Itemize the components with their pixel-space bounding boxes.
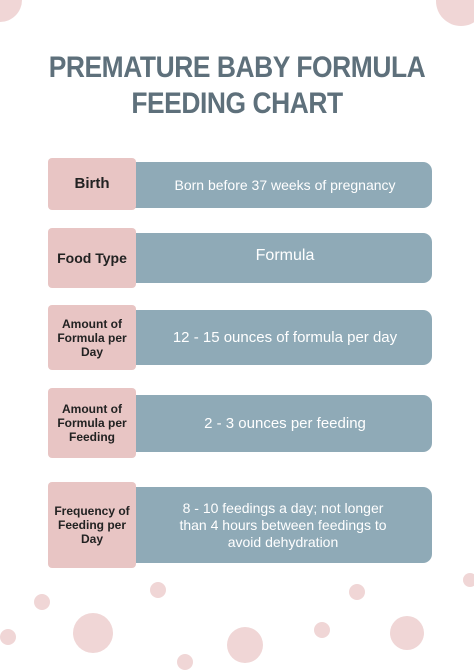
row-label: Amount of Formula per Feeding — [48, 388, 136, 458]
value-bar: 2 - 3 ounces per feeding — [130, 395, 432, 452]
decor-circle — [0, 629, 16, 645]
row-label: Amount of Formula per Day — [48, 305, 136, 370]
decor-circle — [390, 616, 424, 650]
row: Formula Food Type — [48, 228, 432, 288]
row: 8 - 10 feedings a day; not longer than 4… — [48, 482, 432, 568]
value-bar: Born before 37 weeks of pregnancy — [130, 162, 432, 208]
row-label: Birth — [48, 158, 136, 210]
title: PREMATURE BABY FORMULA FEEDING CHART — [0, 50, 474, 122]
decor-circle — [150, 582, 166, 598]
decor-circle — [314, 622, 330, 638]
decor-circle — [177, 654, 193, 670]
row: 12 - 15 ounces of formula per day Amount… — [48, 305, 432, 370]
value-bar: 8 - 10 feedings a day; not longer than 4… — [130, 487, 432, 563]
decor-circle — [34, 594, 50, 610]
row-label: Food Type — [48, 228, 136, 288]
row: Born before 37 weeks of pregnancy Birth — [48, 158, 432, 210]
decor-circle — [349, 584, 365, 600]
value-bar: 12 - 15 ounces of formula per day — [130, 310, 432, 365]
decor-circle — [463, 573, 474, 587]
decor-circle — [0, 0, 22, 22]
decor-circle — [227, 627, 263, 663]
decor-circle — [436, 0, 474, 26]
row-label: Frequency of Feeding per Day — [48, 482, 136, 568]
value-bar: Formula — [130, 233, 432, 283]
row: 2 - 3 ounces per feeding Amount of Formu… — [48, 388, 432, 458]
decor-circle — [73, 613, 113, 653]
title-line: PREMATURE BABY FORMULA — [48, 51, 426, 84]
title-line: FEEDING CHART — [131, 87, 343, 120]
